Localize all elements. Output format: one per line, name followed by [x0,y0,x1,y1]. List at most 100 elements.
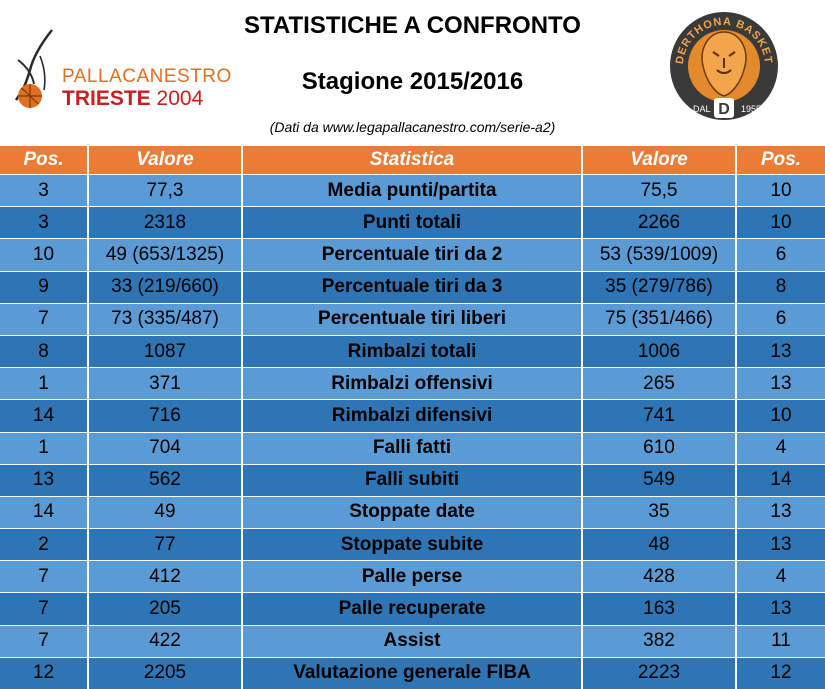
col-header-statistica: Statistica [242,146,582,175]
stat-name: Percentuale tiri da 2 [242,239,582,271]
table-row: 2 77 Stoppate subite 48 13 [0,529,825,561]
pos-derthona: 10 [736,207,825,239]
header: PALLACANESTRO TRIESTE 2004 STATISTICHE A… [0,0,825,146]
logo-year-1955: 1955 [741,104,761,114]
pos-derthona: 13 [736,593,825,625]
stat-name: Valutazione generale FIBA [242,657,582,689]
logo-monogram: D [718,101,730,118]
value-derthona: 741 [582,400,736,432]
pos-derthona: 12 [736,657,825,689]
pos-derthona: 14 [736,464,825,496]
table-row: 10 49 (653/1325) Percentuale tiri da 2 5… [0,239,825,271]
pos-trieste: 1 [0,368,88,400]
value-derthona: 75 (351/466) [582,303,736,335]
pos-trieste: 3 [0,175,88,207]
table-row: 13 562 Falli subiti 549 14 [0,464,825,496]
stat-name: Palle recuperate [242,593,582,625]
stat-name: Rimbalzi offensivi [242,368,582,400]
stat-name: Punti totali [242,207,582,239]
stat-name: Falli subiti [242,464,582,496]
stat-name: Percentuale tiri liberi [242,303,582,335]
table-body: 3 77,3 Media punti/partita 75,5 10 3 231… [0,175,825,689]
value-trieste: 716 [88,400,242,432]
pos-derthona: 4 [736,561,825,593]
pos-trieste: 2 [0,529,88,561]
value-trieste: 2205 [88,657,242,689]
pos-derthona: 10 [736,175,825,207]
pos-derthona: 13 [736,496,825,528]
pos-derthona: 10 [736,400,825,432]
table-row: 7 422 Assist 382 11 [0,625,825,657]
stat-name: Stoppate date [242,496,582,528]
value-trieste: 371 [88,368,242,400]
value-derthona: 48 [582,529,736,561]
table-row: 12 2205 Valutazione generale FIBA 2223 1… [0,657,825,689]
value-trieste: 77,3 [88,175,242,207]
value-derthona: 610 [582,432,736,464]
value-trieste: 704 [88,432,242,464]
table-row: 7 205 Palle recuperate 163 13 [0,593,825,625]
pos-derthona: 6 [736,303,825,335]
pos-trieste: 13 [0,464,88,496]
pos-trieste: 12 [0,657,88,689]
value-trieste: 412 [88,561,242,593]
logo-dal: DAL [693,104,711,114]
table-row: 8 1087 Rimbalzi totali 1006 13 [0,335,825,367]
stat-name: Rimbalzi totali [242,335,582,367]
value-derthona: 2223 [582,657,736,689]
derthona-basket-logo: DERTHONA BASKET DAL 1955 D [669,8,779,128]
value-trieste: 73 (335/487) [88,303,242,335]
stat-name: Media punti/partita [242,175,582,207]
stat-name: Stoppate subite [242,529,582,561]
stat-name: Percentuale tiri da 3 [242,271,582,303]
table-row: 7 73 (335/487) Percentuale tiri liberi 7… [0,303,825,335]
table-row: 1 371 Rimbalzi offensivi 265 13 [0,368,825,400]
table-row: 3 2318 Punti totali 2266 10 [0,207,825,239]
table-header-row: Pos. Valore Statistica Valore Pos. [0,146,825,175]
value-trieste: 49 [88,496,242,528]
value-derthona: 35 (279/786) [582,271,736,303]
pos-trieste: 8 [0,335,88,367]
value-trieste: 33 (219/660) [88,271,242,303]
value-derthona: 53 (539/1009) [582,239,736,271]
pos-derthona: 4 [736,432,825,464]
stat-name: Assist [242,625,582,657]
pos-derthona: 6 [736,239,825,271]
value-derthona: 163 [582,593,736,625]
value-derthona: 382 [582,625,736,657]
col-header-pos-left: Pos. [0,146,88,175]
value-trieste: 2318 [88,207,242,239]
value-derthona: 1006 [582,335,736,367]
stat-name: Rimbalzi difensivi [242,400,582,432]
value-derthona: 75,5 [582,175,736,207]
pos-trieste: 10 [0,239,88,271]
value-trieste: 1087 [88,335,242,367]
pos-trieste: 14 [0,496,88,528]
col-header-valore-right: Valore [582,146,736,175]
stats-comparison-table: Pos. Valore Statistica Valore Pos. 3 77,… [0,146,825,689]
pos-trieste: 14 [0,400,88,432]
table-row: 14 49 Stoppate date 35 13 [0,496,825,528]
pos-trieste: 1 [0,432,88,464]
table-row: 1 704 Falli fatti 610 4 [0,432,825,464]
pos-derthona: 11 [736,625,825,657]
pos-derthona: 13 [736,335,825,367]
pos-trieste: 3 [0,207,88,239]
value-derthona: 2266 [582,207,736,239]
pos-trieste: 7 [0,593,88,625]
value-derthona: 265 [582,368,736,400]
table-row: 7 412 Palle perse 428 4 [0,561,825,593]
table-row: 14 716 Rimbalzi difensivi 741 10 [0,400,825,432]
value-derthona: 428 [582,561,736,593]
stat-name: Palle perse [242,561,582,593]
col-header-pos-right: Pos. [736,146,825,175]
value-derthona: 35 [582,496,736,528]
value-trieste: 422 [88,625,242,657]
value-trieste: 77 [88,529,242,561]
pos-derthona: 13 [736,529,825,561]
pos-trieste: 9 [0,271,88,303]
derthona-logo-graphic: DERTHONA BASKET DAL 1955 D [669,8,779,128]
pos-derthona: 8 [736,271,825,303]
value-trieste: 562 [88,464,242,496]
pos-derthona: 13 [736,368,825,400]
